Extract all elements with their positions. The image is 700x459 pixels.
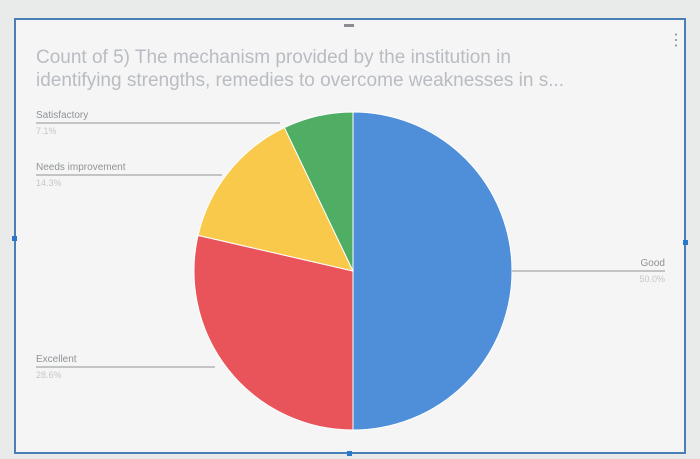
slice-percent-needs-improvement: 14.3% xyxy=(36,178,62,188)
slice-label-needs-improvement: Needs improvement xyxy=(36,162,126,173)
pie-slice-excellent[interactable] xyxy=(193,234,354,431)
pie-slice-needs-improvement[interactable] xyxy=(197,126,354,272)
pie-slice-good[interactable] xyxy=(352,111,513,431)
resize-handle-right[interactable] xyxy=(683,240,688,245)
slice-label-satisfactory: Satisfactory xyxy=(36,110,88,121)
slice-label-excellent: Excellent xyxy=(36,354,77,365)
slice-percent-excellent: 28.6% xyxy=(36,370,62,380)
resize-handle-left[interactable] xyxy=(12,236,17,241)
resize-handle-bottom[interactable] xyxy=(347,451,352,456)
slice-percent-satisfactory: 7.1% xyxy=(36,126,57,136)
pie-slice-satisfactory[interactable] xyxy=(283,111,354,272)
slice-label-good: Good xyxy=(641,258,665,269)
drag-handle-icon[interactable] xyxy=(344,24,354,27)
slice-percent-good: 50.0% xyxy=(639,274,665,284)
